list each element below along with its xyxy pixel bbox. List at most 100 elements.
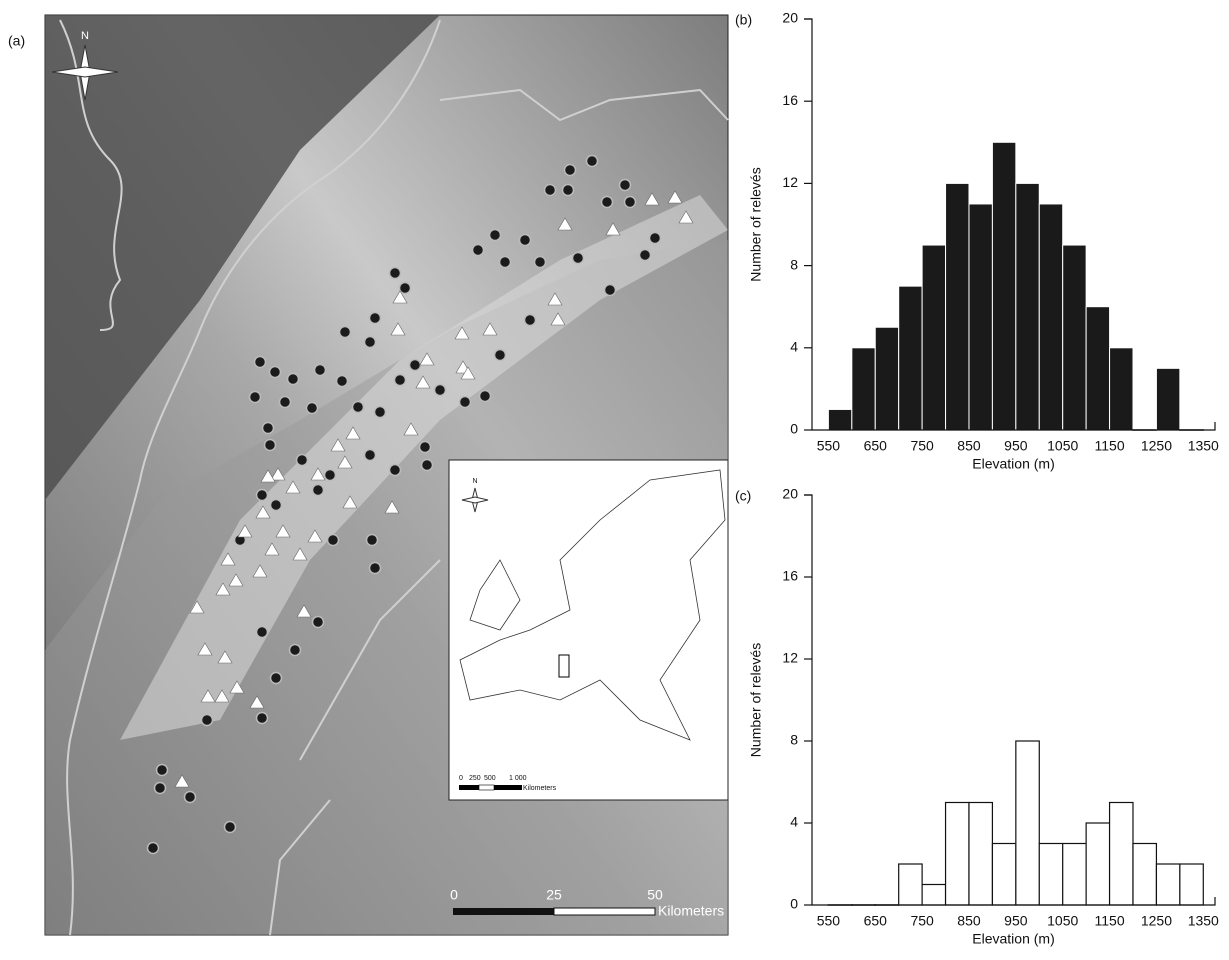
releve-circle — [365, 337, 376, 348]
releve-circle — [353, 402, 364, 413]
bar — [1063, 844, 1086, 906]
bar — [922, 245, 945, 430]
releve-circle — [410, 360, 421, 371]
releve-circle — [250, 392, 261, 403]
bar — [922, 885, 945, 906]
inset-scale-label: 500 — [484, 775, 496, 782]
releve-circle — [587, 156, 598, 167]
x-tick-label: 1350 — [1188, 913, 1219, 929]
y-axis-title: Number of relevés — [748, 167, 764, 281]
releve-circle — [480, 391, 491, 402]
panel-label: (b) — [735, 12, 752, 28]
releve-circle — [367, 535, 378, 546]
inset-scale-label: 250 — [469, 775, 481, 782]
inset-scale-unit: Kilometers — [523, 785, 557, 792]
inset-north-label: N — [472, 478, 477, 485]
releve-circle — [270, 367, 281, 378]
releve-circle — [390, 268, 401, 279]
x-tick-label: 1250 — [1141, 913, 1172, 929]
y-tick-label: 20 — [782, 10, 798, 26]
bar — [828, 409, 851, 430]
releve-circle — [265, 440, 276, 451]
releve-circle — [370, 563, 381, 574]
releve-circle — [602, 197, 613, 208]
releve-circle — [255, 357, 266, 368]
releve-circle — [390, 465, 401, 476]
north-label: N — [81, 30, 89, 42]
releve-circle — [395, 375, 406, 386]
releve-circle — [340, 327, 351, 338]
releve-circle — [650, 233, 661, 244]
bar — [875, 327, 898, 430]
inset-scale-label: 1 000 — [509, 775, 527, 782]
bar — [1016, 183, 1039, 430]
releve-circle — [325, 470, 336, 481]
y-axis-title: Number of relevés — [748, 643, 764, 757]
y-tick-label: 0 — [790, 421, 798, 437]
x-tick-label: 1150 — [1095, 438, 1125, 454]
bar — [969, 204, 992, 430]
releve-circle — [525, 315, 536, 326]
x-tick-label: 750 — [910, 913, 934, 929]
y-tick-label: 16 — [782, 92, 798, 108]
bar — [899, 864, 922, 905]
releve-circle — [563, 185, 574, 196]
releve-circle — [400, 283, 411, 294]
releve-circle — [500, 257, 511, 268]
bar — [1039, 844, 1062, 906]
releve-circle — [520, 235, 531, 246]
bar — [1086, 307, 1109, 430]
bar — [1086, 823, 1109, 905]
x-tick-label: 1050 — [1047, 438, 1078, 454]
releve-circle — [313, 485, 324, 496]
bar — [1156, 368, 1179, 430]
bar — [1180, 864, 1203, 905]
inset-map: N 0 250 500 1 000 Kilometers — [449, 460, 728, 800]
y-tick-label: 0 — [790, 896, 798, 912]
releve-circle — [202, 715, 213, 726]
bar — [1133, 844, 1156, 906]
releve-circle — [420, 442, 431, 453]
y-tick-label: 20 — [782, 486, 798, 502]
releve-circle — [422, 460, 433, 471]
y-tick-label: 4 — [790, 339, 798, 355]
histograms: (b)Elevation (m)Number of relevés0481216… — [735, 10, 1219, 947]
releve-circle — [307, 403, 318, 414]
y-tick-label: 12 — [782, 174, 798, 190]
x-tick-label: 1050 — [1047, 913, 1078, 929]
x-tick-label: 1250 — [1141, 438, 1172, 454]
bar — [992, 142, 1015, 430]
panel-label: (c) — [735, 488, 751, 504]
releve-circle — [313, 617, 324, 628]
x-tick-label: 550 — [817, 913, 841, 929]
releve-circle — [565, 165, 576, 176]
releve-circle — [605, 285, 616, 296]
releve-circle — [435, 385, 446, 396]
x-tick-label: 550 — [817, 438, 841, 454]
releve-circle — [185, 792, 196, 803]
releve-circle — [225, 822, 236, 833]
x-tick-label: 850 — [957, 438, 981, 454]
bar — [899, 286, 922, 430]
x-tick-label: 650 — [864, 913, 888, 929]
releve-circle — [640, 250, 651, 261]
releve-circle — [535, 257, 546, 268]
releve-circle — [625, 197, 636, 208]
inset-scale-label: 0 — [459, 775, 463, 782]
releve-circle — [573, 253, 584, 264]
releve-circle — [157, 765, 168, 776]
releve-circle — [297, 455, 308, 466]
releve-circle — [257, 490, 268, 501]
x-tick-label: 650 — [864, 438, 888, 454]
bar — [1016, 741, 1039, 905]
y-tick-label: 8 — [790, 732, 798, 748]
x-tick-label: 950 — [1004, 438, 1028, 454]
y-tick-label: 4 — [790, 814, 798, 830]
releve-circle — [257, 627, 268, 638]
bar — [992, 844, 1015, 906]
x-tick-label: 750 — [910, 438, 934, 454]
releve-circle — [271, 500, 282, 511]
releve-circle — [545, 185, 556, 196]
releve-circle — [495, 350, 506, 361]
bar — [1063, 245, 1086, 430]
